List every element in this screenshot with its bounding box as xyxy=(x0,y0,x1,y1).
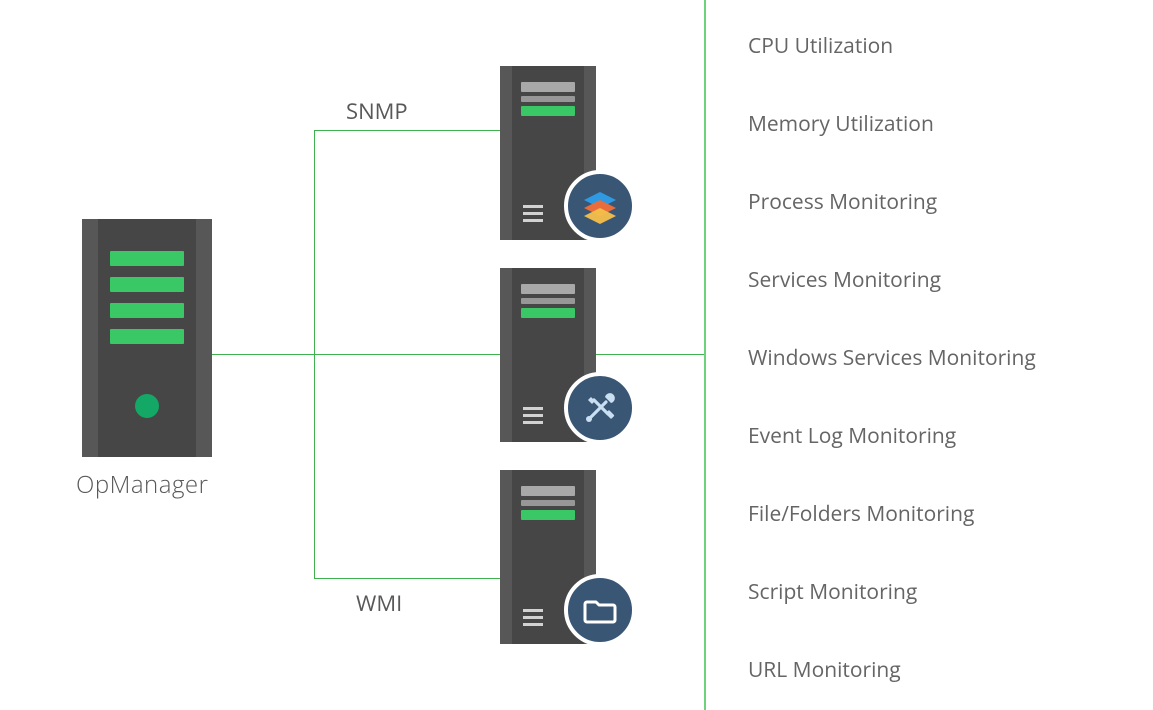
feature-item: Process Monitoring xyxy=(748,188,937,216)
connector-vertical xyxy=(314,130,315,578)
diagram-canvas: OpManager SNMP WMI xyxy=(0,0,1153,710)
feature-item: Services Monitoring xyxy=(748,266,941,294)
feature-item: Script Monitoring xyxy=(748,578,917,606)
feature-item: Windows Services Monitoring xyxy=(748,344,1036,372)
protocol-label-wmi: WMI xyxy=(356,588,402,618)
layers-icon xyxy=(564,170,636,242)
hamburger-icon xyxy=(523,407,543,424)
feature-item: CPU Utilization xyxy=(748,32,893,60)
feature-item: File/Folders Monitoring xyxy=(748,500,974,528)
product-label: OpManager xyxy=(76,468,208,501)
connector-main-mid xyxy=(212,354,704,355)
folder-icon xyxy=(564,574,636,646)
connector-to-snmp xyxy=(314,130,500,131)
feature-item: Memory Utilization xyxy=(748,110,934,138)
power-led-icon xyxy=(135,394,159,418)
protocol-label-snmp: SNMP xyxy=(346,96,408,126)
server-opmanager xyxy=(82,219,212,457)
tools-icon xyxy=(564,372,636,444)
vertical-divider xyxy=(704,0,706,710)
hamburger-icon xyxy=(523,609,543,626)
feature-item: Event Log Monitoring xyxy=(748,422,956,450)
connector-to-wmi xyxy=(314,578,500,579)
feature-item: URL Monitoring xyxy=(748,656,901,684)
hamburger-icon xyxy=(523,205,543,222)
